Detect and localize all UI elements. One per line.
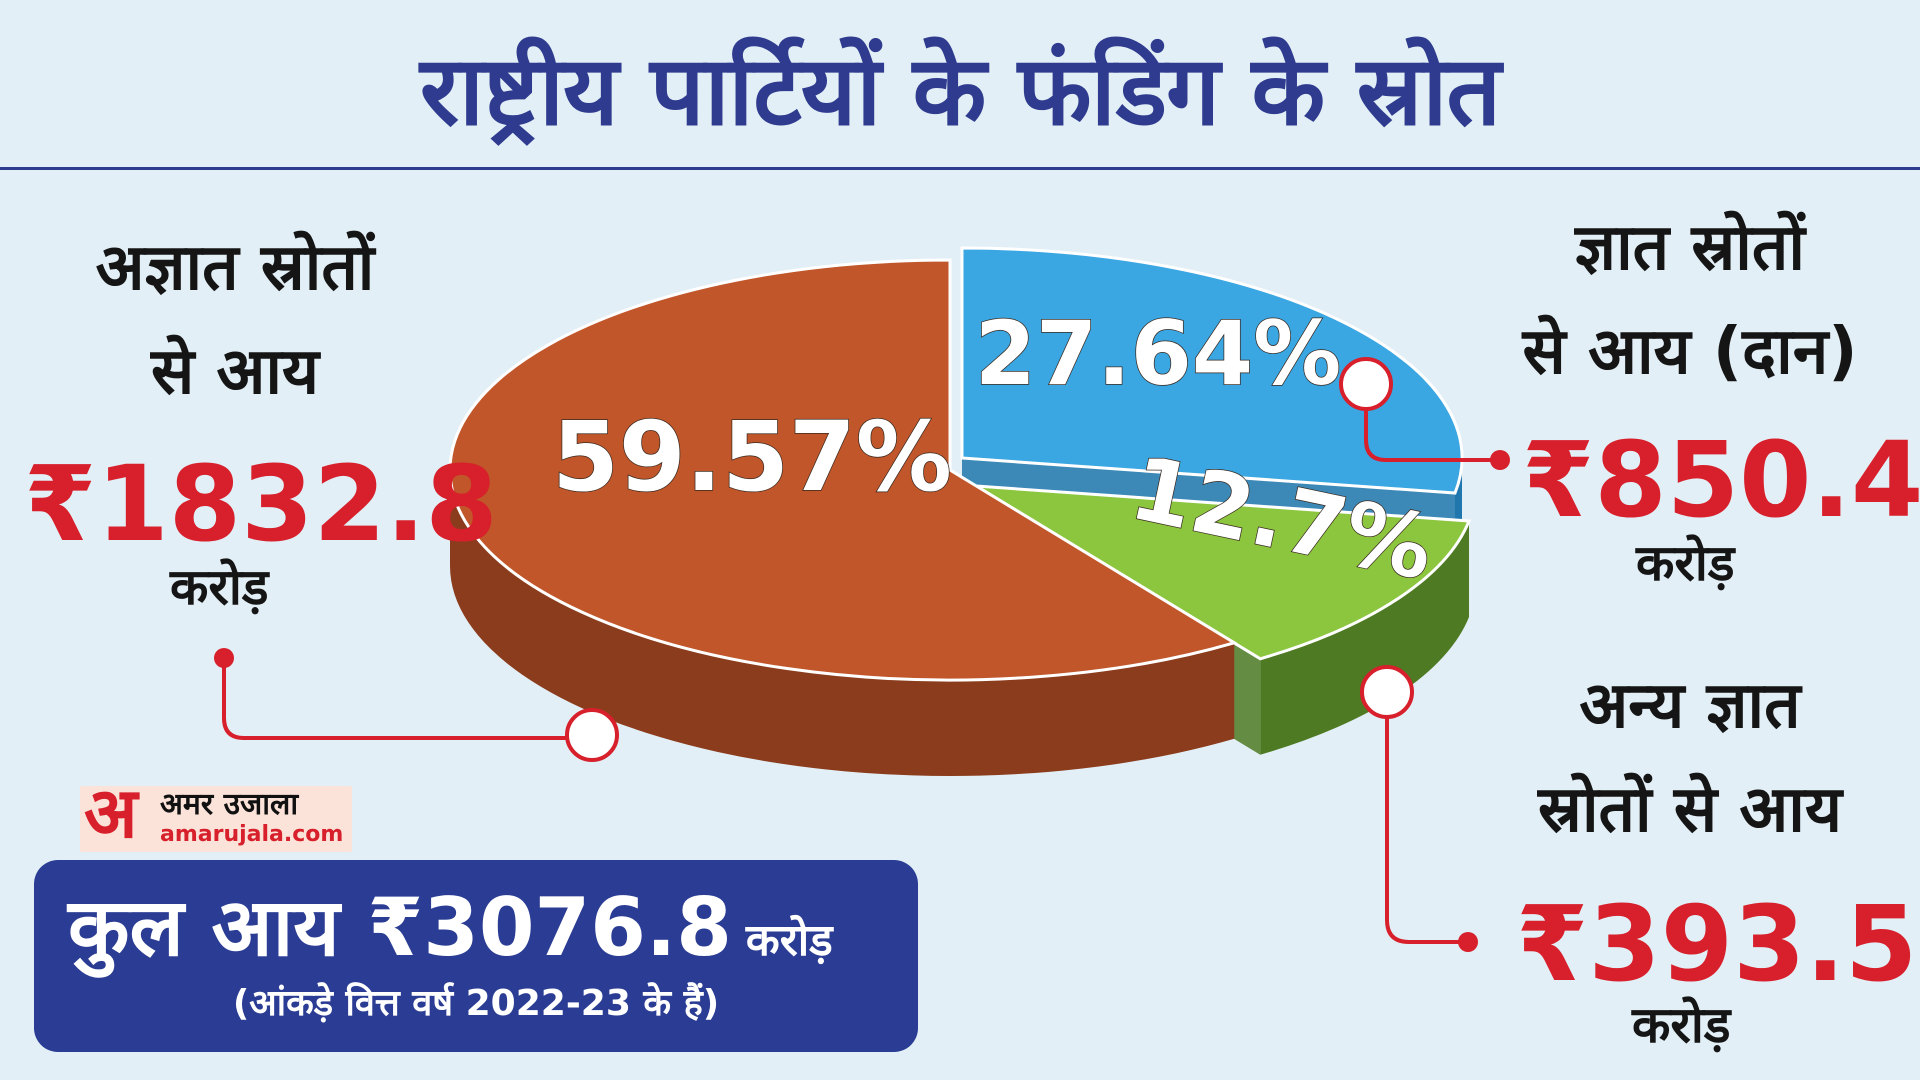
- marker-other: [1360, 665, 1414, 719]
- amount-donations: ₹850.4: [1522, 419, 1920, 541]
- label-unknown-line2: से आय: [150, 335, 320, 409]
- connector-line-other: [1385, 714, 1468, 944]
- pie-side-unknown: [450, 470, 1235, 776]
- unit-other: करोड़: [1632, 996, 1731, 1054]
- total-income-line: कुल आय ₹3076.8 करोड़: [68, 888, 833, 968]
- amount-unknown: ₹1832.8: [24, 443, 498, 565]
- label-donations-line2: से आय (दान): [1522, 315, 1858, 389]
- label-known-donations: ज्ञात स्रोतों से आय (दान): [1460, 196, 1920, 404]
- logo-name: अमर उजाला: [160, 787, 299, 822]
- unit-donations: करोड़: [1636, 534, 1735, 592]
- total-income-box: कुल आय ₹3076.8 करोड़ (आंकड़े वित्त वर्ष 2…: [34, 860, 918, 1052]
- amarujala-logo: अ अमर उजाला amarujala.com: [80, 778, 352, 852]
- endpoint-unknown: [214, 648, 234, 668]
- total-income-unit: करोड़: [745, 915, 833, 966]
- label-donations-line1: ज्ञात स्रोतों: [1575, 211, 1805, 285]
- pie-side-other: [1260, 520, 1470, 755]
- total-income-label: कुल आय ₹3076.8: [68, 881, 732, 974]
- pct-label-donations: 27.64%: [975, 302, 1342, 405]
- label-other-known: अन्य ज्ञात स्रोतों से आय: [1470, 654, 1910, 862]
- page-title: राष्ट्रीय पार्टियों के फंडिंग के स्रोत: [419, 35, 1501, 147]
- logo-glyph: अ: [84, 772, 138, 854]
- marker-unknown: [565, 708, 619, 762]
- pct-label-unknown: 59.57%: [552, 401, 952, 513]
- label-other-line2: स्रोतों से आय: [1538, 773, 1842, 847]
- endpoint-donations: [1490, 450, 1510, 470]
- label-unknown-sources: अज्ञात स्रोतों से आय: [10, 216, 460, 424]
- label-other-line1: अन्य ज्ञात: [1579, 669, 1801, 743]
- connector-line-donations: [1364, 404, 1500, 462]
- amount-other: ₹393.5: [1516, 883, 1918, 1005]
- pie-slice-unknown: [448, 258, 1238, 682]
- logo-url: amarujala.com: [160, 822, 344, 847]
- unit-unknown: करोड़: [170, 558, 269, 616]
- connector-line-unknown: [222, 658, 592, 740]
- label-unknown-line1: अज्ञात स्रोतों: [95, 231, 375, 305]
- endpoint-other: [1458, 932, 1478, 952]
- pie-slice-donations: [960, 246, 1464, 495]
- fiscal-year-note: (आंकड़े वित्त वर्ष 2022-23 के हैं): [232, 983, 720, 1024]
- pie-slice-other: [975, 484, 1472, 661]
- title-divider: [0, 167, 1920, 170]
- marker-donations: [1339, 357, 1393, 411]
